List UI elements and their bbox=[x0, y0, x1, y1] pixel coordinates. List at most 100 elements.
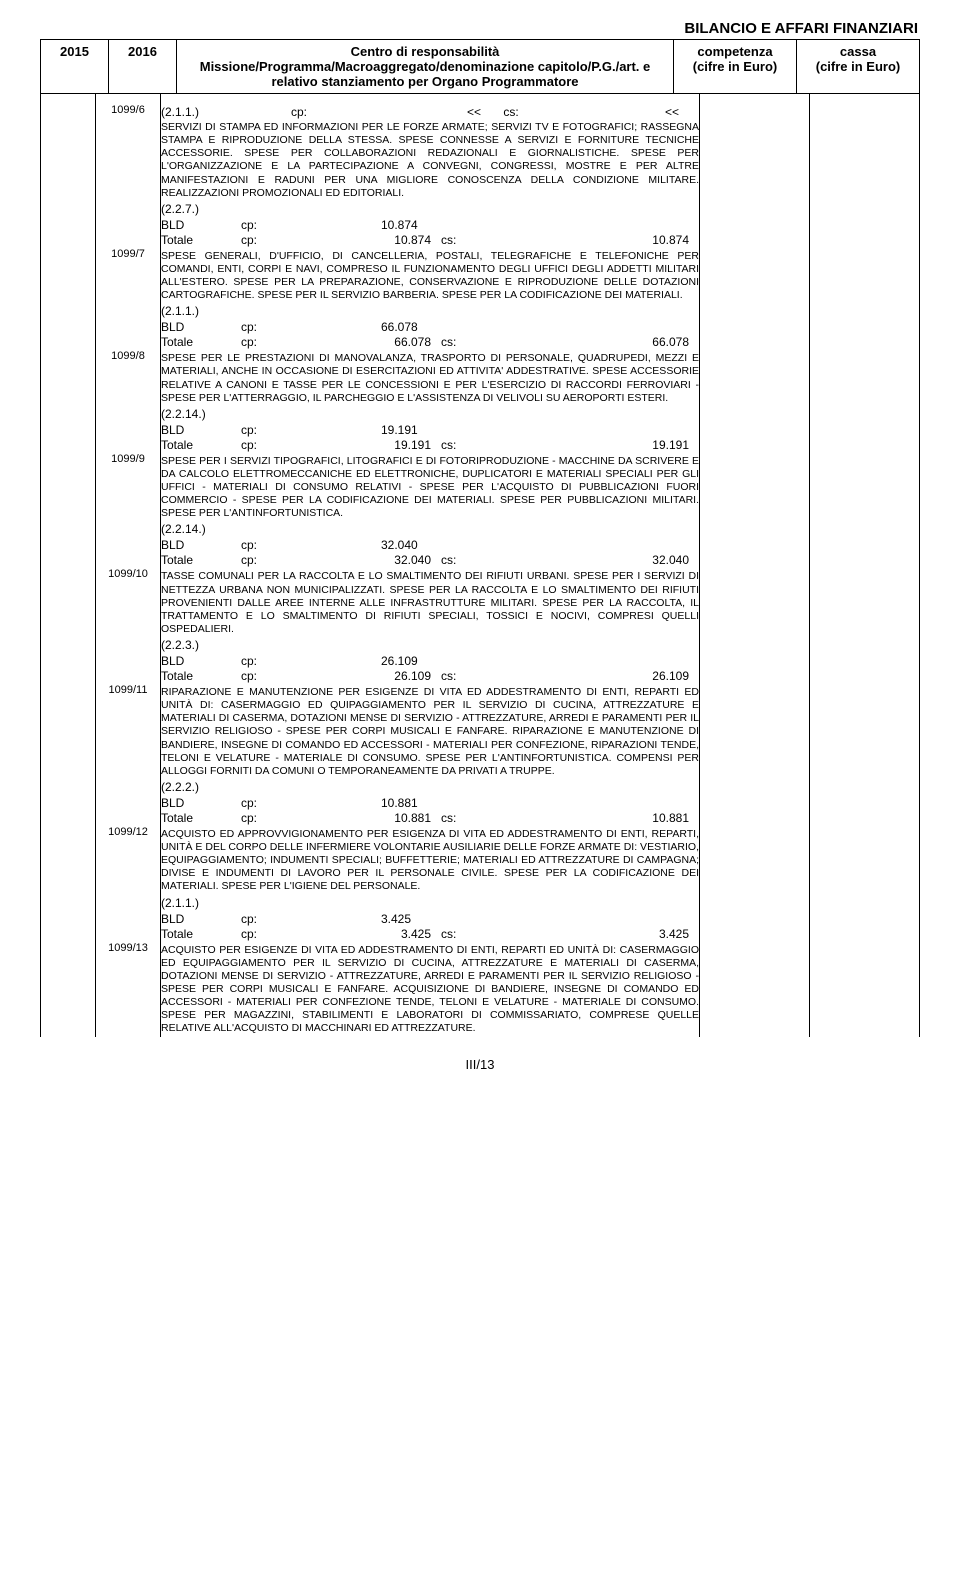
bld-val: 19.191 bbox=[291, 423, 581, 437]
bld-cp: cp: bbox=[241, 538, 291, 552]
bld-label: BLD bbox=[161, 218, 241, 232]
entry-ref: (2.2.3.) bbox=[161, 638, 699, 652]
page-footer: III/13 bbox=[40, 1057, 920, 1072]
tot-cs: cs: bbox=[441, 669, 491, 683]
entry-code: 1099/8 bbox=[96, 350, 161, 453]
tot-cs: cs: bbox=[441, 553, 491, 567]
tot-val2: 10.874 bbox=[491, 233, 699, 247]
entry-content: ACQUISTO PER ESIGENZE DI VITA ED ADDESTR… bbox=[161, 942, 700, 1038]
tot-val2: 32.040 bbox=[491, 553, 699, 567]
entry-desc: SPESE PER I SERVIZI TIPOGRAFICI, LITOGRA… bbox=[161, 455, 699, 521]
tot-val2: 66.078 bbox=[491, 335, 699, 349]
tot-val2: 3.425 bbox=[491, 927, 699, 941]
bld-label: BLD bbox=[161, 538, 241, 552]
entry-desc: SPESE GENERALI, D'UFFICIO, DI CANCELLERI… bbox=[161, 250, 699, 303]
tot-val2: 10.881 bbox=[491, 811, 699, 825]
entry-code: 1099/11 bbox=[96, 684, 161, 826]
tot-label: Totale bbox=[161, 335, 241, 349]
entry-content: SPESE GENERALI, D'UFFICIO, DI CANCELLERI… bbox=[161, 248, 700, 351]
body-table: 1099/6(2.1.1.)cp:<<cs:<<SERVIZI DI STAMP… bbox=[40, 94, 920, 1037]
tot-label: Totale bbox=[161, 811, 241, 825]
tot-cp: cp: bbox=[241, 811, 291, 825]
bld-val: 66.078 bbox=[291, 320, 581, 334]
bld-cp: cp: bbox=[241, 218, 291, 232]
tot-label: Totale bbox=[161, 669, 241, 683]
entry-content: SPESE PER LE PRESTAZIONI DI MANOVALANZA,… bbox=[161, 350, 700, 453]
entry-content: RIPARAZIONE E MANUTENZIONE PER ESIGENZE … bbox=[161, 684, 700, 826]
bld-cp: cp: bbox=[241, 912, 291, 926]
entry-desc: ACQUISTO PER ESIGENZE DI VITA ED ADDESTR… bbox=[161, 944, 699, 1036]
tot-cp: cp: bbox=[241, 335, 291, 349]
top-cp-label: cp: bbox=[291, 105, 341, 119]
top-cs-label: cs: bbox=[481, 105, 541, 119]
tot-cp: cp: bbox=[241, 438, 291, 452]
header-table: 2015 2016 Centro di responsabilità Missi… bbox=[40, 39, 920, 94]
entry-content: (2.1.1.)cp:<<cs:<<SERVIZI DI STAMPA ED I… bbox=[161, 104, 700, 248]
tot-cs: cs: bbox=[441, 927, 491, 941]
tot-val1: 3.425 bbox=[291, 927, 441, 941]
entry-desc: RIPARAZIONE E MANUTENZIONE PER ESIGENZE … bbox=[161, 686, 699, 778]
entry-desc: SPESE PER LE PRESTAZIONI DI MANOVALANZA,… bbox=[161, 352, 699, 405]
header-center-line1: Centro di responsabilità bbox=[183, 44, 667, 59]
tot-cp: cp: bbox=[241, 927, 291, 941]
header-col4-l2: (cifre in Euro) bbox=[680, 59, 790, 74]
entry-ref: (2.2.7.) bbox=[161, 202, 699, 216]
tot-cp: cp: bbox=[241, 233, 291, 247]
header-col4-l1: competenza bbox=[680, 44, 790, 59]
entry-ref: (2.2.2.) bbox=[161, 780, 699, 794]
bld-label: BLD bbox=[161, 654, 241, 668]
entry-ref: (2.2.14.) bbox=[161, 522, 699, 536]
bld-val: 26.109 bbox=[291, 654, 581, 668]
header-competenza: competenza (cifre in Euro) bbox=[674, 40, 797, 94]
entry-content: ACQUISTO ED APPROVVIGIONAMENTO PER ESIGE… bbox=[161, 826, 700, 942]
entry-code: 1099/6 bbox=[96, 104, 161, 248]
bld-label: BLD bbox=[161, 320, 241, 334]
top-val1: << bbox=[341, 105, 481, 119]
tot-label: Totale bbox=[161, 438, 241, 452]
bld-val: 10.874 bbox=[291, 218, 581, 232]
tot-val1: 66.078 bbox=[291, 335, 441, 349]
tot-cs: cs: bbox=[441, 811, 491, 825]
entry-content: SPESE PER I SERVIZI TIPOGRAFICI, LITOGRA… bbox=[161, 453, 700, 569]
bld-label: BLD bbox=[161, 796, 241, 810]
entry-ref: (2.1.1.) bbox=[161, 896, 699, 910]
bld-cp: cp: bbox=[241, 320, 291, 334]
bld-label: BLD bbox=[161, 912, 241, 926]
tot-cp: cp: bbox=[241, 669, 291, 683]
tot-val2: 19.191 bbox=[491, 438, 699, 452]
header-year2: 2016 bbox=[109, 40, 177, 94]
header-center: Centro di responsabilità Missione/Progra… bbox=[177, 40, 674, 94]
entry-code: 1099/9 bbox=[96, 453, 161, 569]
entry-content: TASSE COMUNALI PER LA RACCOLTA E LO SMAL… bbox=[161, 568, 700, 684]
tot-val2: 26.109 bbox=[491, 669, 699, 683]
entry-code: 1099/10 bbox=[96, 568, 161, 684]
tot-label: Totale bbox=[161, 233, 241, 247]
bld-val: 3.425 bbox=[291, 912, 581, 926]
entry-ref: (2.2.14.) bbox=[161, 407, 699, 421]
tot-label: Totale bbox=[161, 927, 241, 941]
tot-val1: 10.874 bbox=[291, 233, 441, 247]
header-col5-l2: (cifre in Euro) bbox=[803, 59, 913, 74]
top-ref: (2.1.1.) bbox=[161, 105, 291, 119]
tot-cp: cp: bbox=[241, 553, 291, 567]
header-col5-l1: cassa bbox=[803, 44, 913, 59]
bld-val: 10.881 bbox=[291, 796, 581, 810]
tot-val1: 26.109 bbox=[291, 669, 441, 683]
tot-val1: 10.881 bbox=[291, 811, 441, 825]
tot-val1: 19.191 bbox=[291, 438, 441, 452]
header-year1: 2015 bbox=[41, 40, 109, 94]
bld-val: 32.040 bbox=[291, 538, 581, 552]
top-title: BILANCIO E AFFARI FINANZIARI bbox=[40, 20, 920, 37]
tot-cs: cs: bbox=[441, 233, 491, 247]
bld-cp: cp: bbox=[241, 654, 291, 668]
tot-label: Totale bbox=[161, 553, 241, 567]
header-center-line2: Missione/Programma/Macroaggregato/denomi… bbox=[183, 59, 667, 89]
entry-desc: ACQUISTO ED APPROVVIGIONAMENTO PER ESIGE… bbox=[161, 828, 699, 894]
tot-cs: cs: bbox=[441, 438, 491, 452]
bld-cp: cp: bbox=[241, 796, 291, 810]
top-val2: << bbox=[541, 105, 699, 119]
entry-desc: TASSE COMUNALI PER LA RACCOLTA E LO SMAL… bbox=[161, 570, 699, 636]
entry-code: 1099/12 bbox=[96, 826, 161, 942]
entry-ref: (2.1.1.) bbox=[161, 304, 699, 318]
tot-cs: cs: bbox=[441, 335, 491, 349]
